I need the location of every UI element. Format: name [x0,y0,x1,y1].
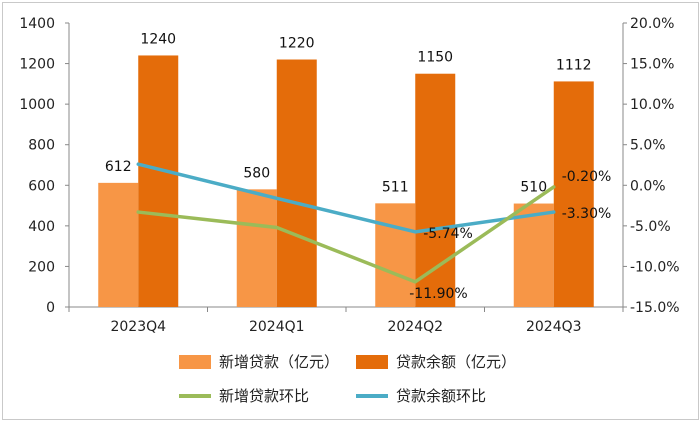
line-data-label: -5.74% [423,226,473,242]
line-data-label: -3.30% [562,206,612,222]
line-data-label: -0.20% [562,169,612,185]
y-left-tick-label: 0 [46,300,55,316]
x-tick-label: 2024Q1 [249,319,305,335]
bar [513,203,554,307]
y-right-tick-label: 10.0% [630,97,674,113]
bar [276,59,317,308]
legend-swatch [356,355,388,369]
bar-data-label: 1112 [556,57,592,73]
y-left-tick-label: 1200 [19,57,55,73]
bar [138,55,179,308]
axes: 0 200 400 600 800 1000 1200 1400 -15.0% -10.0% -5.… [19,16,679,335]
y-right-tick-label: -15.0% [630,300,680,316]
y-right-tick-label: 15.0% [630,57,674,73]
bar [98,182,139,307]
bar [415,73,456,307]
y-right-tick-label: 5.0% [630,138,666,154]
bar-data-label: 612 [105,159,132,175]
lines [136,162,556,284]
bars [98,55,594,308]
bar [375,203,416,307]
y-right-tick-label: 20.0% [630,16,674,32]
bar-data-label: 511 [382,179,409,195]
bar-data-label: 1220 [279,36,315,52]
y-left-tick-label: 400 [28,219,55,235]
bar-data-label: 1150 [417,50,453,66]
bar-data-label: 510 [520,180,547,196]
x-tick-label: 2024Q3 [526,319,582,335]
bar-data-label: 1240 [140,31,176,47]
bar [236,189,277,307]
legend-swatch [179,355,211,369]
legend-label: 新增贷款环比 [219,387,309,405]
line-data-label: -11.90% [409,286,467,302]
data-labels: 612 580 511 510 1240 1220 1150 1112 -11.90% -0.20… [105,31,611,301]
y-left-tick-label: 1000 [19,97,55,113]
x-tick-label: 2024Q2 [387,319,443,335]
y-left-tick-label: 200 [28,259,55,275]
x-tick-label: 2023Q4 [110,319,166,335]
legend-label: 新增贷款（亿元） [219,353,339,371]
y-left-tick-label: 1400 [19,16,55,32]
y-right-tick-label: 0.0% [630,178,666,194]
bar-data-label: 580 [243,165,270,181]
legend-label: 贷款余额（亿元） [396,353,516,371]
y-right-tick-label: -10.0% [630,259,680,275]
combo-chart: 0 200 400 600 800 1000 1200 1400 -15.0% -10.0% -5.… [19,16,679,405]
series-line [136,185,556,284]
legend: 新增贷款（亿元） 贷款余额（亿元） 新增贷款环比 贷款余额环比 [179,353,516,405]
y-left-tick-label: 600 [28,178,55,194]
bar [553,81,594,308]
y-right-tick-label: -5.0% [630,219,671,235]
y-left-tick-label: 800 [28,138,55,154]
legend-label: 贷款余额环比 [396,387,486,405]
series-line [136,162,556,234]
